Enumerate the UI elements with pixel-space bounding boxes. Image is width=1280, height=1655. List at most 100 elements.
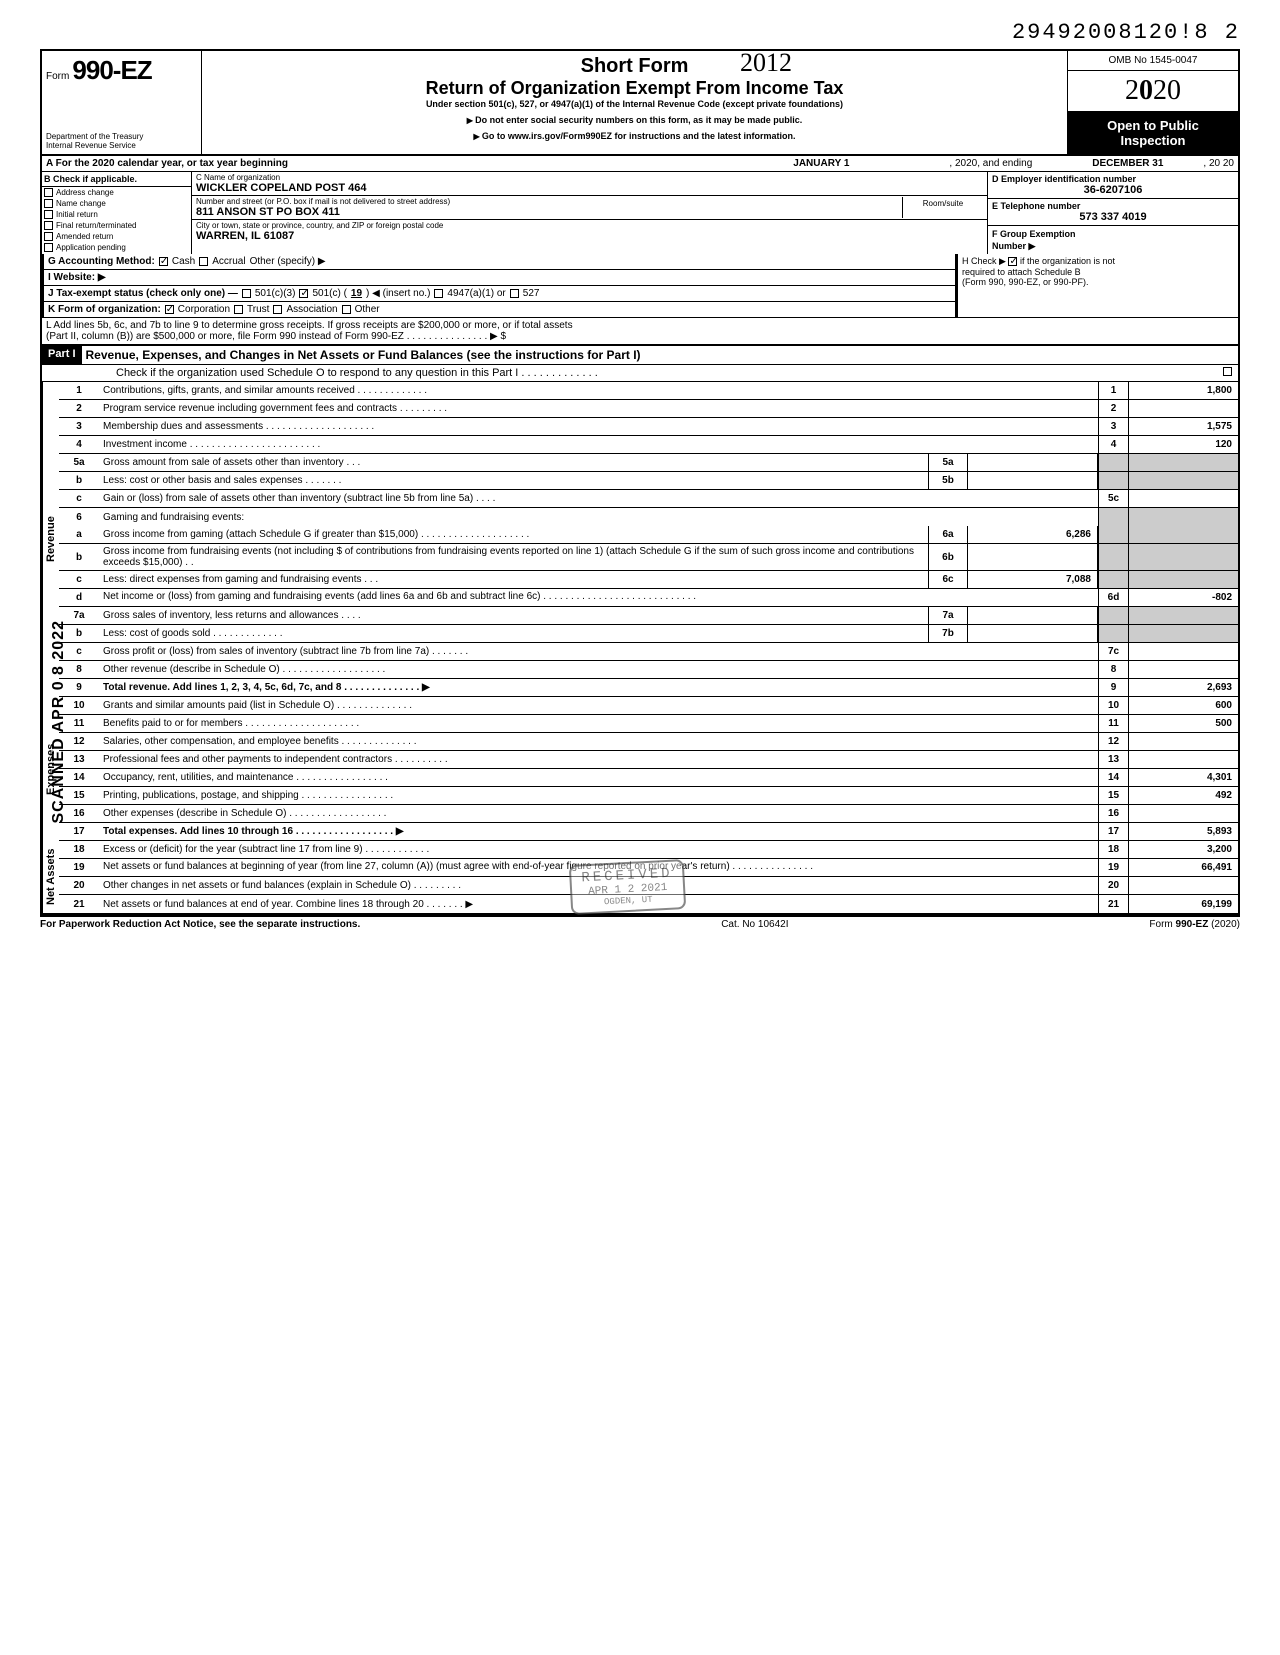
checkbox-527[interactable] — [510, 289, 519, 298]
top-dln-number: 29492008120!8 2 — [40, 20, 1240, 45]
org-name-row: C Name of organization WICKLER COPELAND … — [192, 172, 987, 196]
line-5c: cGain or (loss) from sale of assets othe… — [59, 490, 1238, 508]
row-a-suffix: , 20 20 — [1203, 158, 1234, 169]
check-name-change[interactable]: Name change — [42, 198, 191, 209]
row-a-end: DECEMBER 31 — [1092, 158, 1163, 169]
line-7a: 7aGross sales of inventory, less returns… — [59, 607, 1238, 625]
line-12: 12Salaries, other compensation, and empl… — [59, 733, 1238, 751]
checkbox-icon[interactable] — [44, 210, 53, 219]
line-6a-value: 6,286 — [968, 526, 1098, 543]
revenue-section: Revenue 1Contributions, gifts, grants, a… — [40, 382, 1240, 697]
line-13: 13Professional fees and other payments t… — [59, 751, 1238, 769]
checkbox-cash[interactable] — [159, 257, 168, 266]
row-h-schedule-b: H Check ▶ if the organization is not req… — [958, 254, 1238, 317]
line-2: 2Program service revenue including gover… — [59, 400, 1238, 418]
check-final-return[interactable]: Final return/terminated — [42, 220, 191, 231]
form-header: Form 990-EZ Department of the Treasury I… — [40, 49, 1240, 154]
omb-number: OMB No 1545-0047 — [1068, 51, 1238, 71]
line-5c-value — [1128, 490, 1238, 507]
line-18-value: 3,200 — [1128, 841, 1238, 858]
checkbox-trust[interactable] — [234, 305, 243, 314]
city-value: WARREN, IL 61087 — [196, 230, 983, 242]
part-1-check-row: Check if the organization used Schedule … — [40, 365, 1240, 382]
row-a-tax-year: A For the 2020 calendar year, or tax yea… — [40, 154, 1240, 172]
part-1-check-text: Check if the organization used Schedule … — [112, 365, 1217, 381]
line-9: 9Total revenue. Add lines 1, 2, 3, 4, 5c… — [59, 679, 1238, 697]
ghijk-left: G Accounting Method: Cash Accrual Other … — [42, 254, 958, 317]
city-label: City or town, state or province, country… — [196, 221, 983, 230]
dept-treasury: Department of the Treasury Internal Reve… — [46, 132, 197, 150]
column-def: D Employer identification number 36-6207… — [988, 172, 1238, 254]
part-1-label: Part I — [42, 346, 82, 364]
checkbox-association[interactable] — [273, 305, 282, 314]
checkbox-schedule-b[interactable] — [1008, 257, 1017, 266]
footer-left: For Paperwork Reduction Act Notice, see … — [40, 919, 360, 930]
handwritten-year: 2012 — [740, 48, 792, 78]
phone-value: 573 337 4019 — [992, 211, 1234, 223]
subtitle: Under section 501(c), 527, or 4947(a)(1)… — [210, 99, 1059, 109]
org-name-label: C Name of organization — [196, 173, 983, 182]
checkbox-icon[interactable] — [44, 232, 53, 241]
net-assets-tab: Net Assets — [42, 841, 59, 913]
line-6c: cLess: direct expenses from gaming and f… — [59, 571, 1238, 589]
row-i-website: I Website: ▶ — [42, 270, 957, 286]
expenses-section: Expenses 10Grants and similar amounts pa… — [40, 697, 1240, 841]
line-10: 10Grants and similar amounts paid (list … — [59, 697, 1238, 715]
row-l-gross-receipts: L Add lines 5b, 6c, and 7b to line 9 to … — [40, 317, 1240, 345]
line-5b: bLess: cost or other basis and sales exp… — [59, 472, 1238, 490]
org-name-value: WICKLER COPELAND POST 464 — [196, 182, 983, 194]
scanned-stamp: SCANNED APR 0 8 2022 — [50, 620, 68, 823]
b-header: B Check if applicable. — [42, 172, 191, 187]
page-footer: For Paperwork Reduction Act Notice, see … — [40, 915, 1240, 930]
room-suite-label: Room/suite — [903, 197, 983, 218]
line-16: 16Other expenses (describe in Schedule O… — [59, 805, 1238, 823]
row-j-tax-exempt: J Tax-exempt status (check only one) — 5… — [42, 286, 957, 302]
street-value: 811 ANSON ST PO BOX 411 — [196, 206, 898, 218]
short-form-title: Short Form — [210, 55, 1059, 78]
line-6b: bGross income from fundraising events (n… — [59, 544, 1238, 571]
line-7c-value — [1128, 643, 1238, 660]
phone-label: E Telephone number — [992, 201, 1234, 211]
checkbox-501c[interactable] — [299, 289, 308, 298]
checkbox-icon[interactable] — [44, 188, 53, 197]
line-14-value: 4,301 — [1128, 769, 1238, 786]
check-initial-return[interactable]: Initial return — [42, 209, 191, 220]
footer-right: Form 990-EZ (2020) — [1149, 919, 1240, 930]
checkbox-icon[interactable] — [44, 221, 53, 230]
part-1-header: Part I Revenue, Expenses, and Changes in… — [40, 345, 1240, 365]
check-address-change[interactable]: Address change — [42, 187, 191, 198]
line-7b: bLess: cost of goods sold . . . . . . . … — [59, 625, 1238, 643]
line-6: 6Gaming and fundraising events: — [59, 508, 1238, 526]
check-application-pending[interactable]: Application pending — [42, 242, 191, 253]
group-exempt-label: F Group Exemption — [992, 229, 1076, 239]
line-9-value: 2,693 — [1128, 679, 1238, 696]
phone-row: E Telephone number 573 337 4019 — [988, 199, 1238, 226]
line-1-value: 1,800 — [1128, 382, 1238, 399]
checkbox-4947[interactable] — [434, 289, 443, 298]
checkbox-icon[interactable] — [44, 199, 53, 208]
form-year: 2020 — [1068, 71, 1238, 112]
line-8-value — [1128, 661, 1238, 678]
checkbox-501c3[interactable] — [242, 289, 251, 298]
checkbox-schedule-o[interactable] — [1223, 367, 1232, 376]
line-5a: 5aGross amount from sale of assets other… — [59, 454, 1238, 472]
line-18: 18Excess or (deficit) for the year (subt… — [59, 841, 1238, 859]
checkbox-accrual[interactable] — [199, 257, 208, 266]
line-6d: dNet income or (loss) from gaming and fu… — [59, 589, 1238, 607]
ein-label: D Employer identification number — [992, 174, 1234, 184]
line-4-value: 120 — [1128, 436, 1238, 453]
checkbox-icon[interactable] — [44, 243, 53, 252]
line-7b-value — [968, 625, 1098, 642]
checkbox-other[interactable] — [342, 305, 351, 314]
section-bcdef: B Check if applicable. Address change Na… — [40, 172, 1240, 254]
goto-link: Go to www.irs.gov/Form990EZ for instruct… — [210, 131, 1059, 141]
line-8: 8Other revenue (describe in Schedule O) … — [59, 661, 1238, 679]
main-title: Return of Organization Exempt From Incom… — [210, 78, 1059, 99]
column-c: C Name of organization WICKLER COPELAND … — [192, 172, 988, 254]
row-a-prefix: A For the 2020 calendar year, or tax yea… — [46, 158, 288, 169]
header-left: Form 990-EZ Department of the Treasury I… — [42, 51, 202, 154]
line-1: 1Contributions, gifts, grants, and simil… — [59, 382, 1238, 400]
check-amended-return[interactable]: Amended return — [42, 231, 191, 242]
group-exemption-row: F Group Exemption Number ▶ — [988, 226, 1238, 254]
checkbox-corporation[interactable] — [165, 305, 174, 314]
